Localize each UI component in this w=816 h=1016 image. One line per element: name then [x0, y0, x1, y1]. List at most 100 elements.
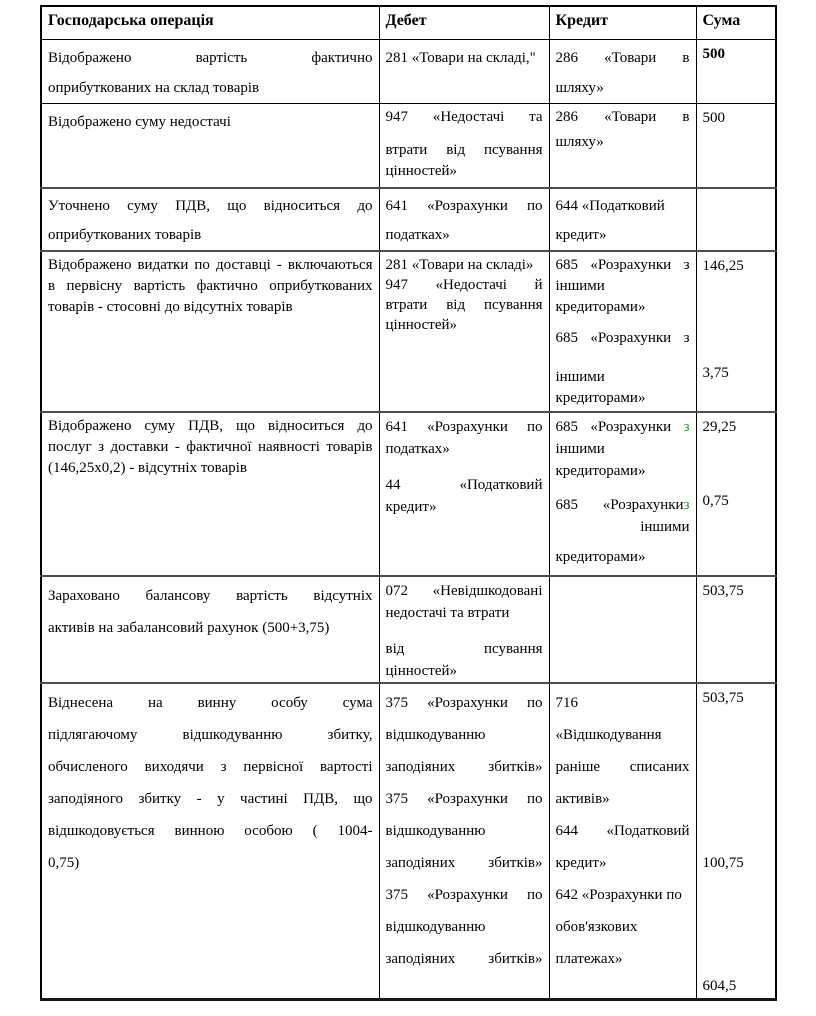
text-segment: 641 «Розрахунки по: [385, 419, 543, 435]
text-line: 100,75: [703, 852, 770, 874]
text-line: Відображено суму ПДВ, що відноситься до: [48, 416, 373, 437]
column-header-3: Сума: [695, 5, 777, 40]
text-line: в первісну вартість фактично оприбуткова…: [48, 276, 373, 297]
text-segment: 500: [702, 109, 726, 126]
table-row: Відображено видатки по доставці - включа…: [40, 250, 777, 413]
cell-credit: 716 «Відшкодування раніше списаних активів»…: [548, 682, 697, 1000]
text-line: обов'язкових: [556, 911, 690, 943]
cell-credit: 685 «Розрахунки з іншими кредиторами» 685 «…: [548, 411, 697, 577]
text-segment: відшкодуванню: [385, 919, 486, 935]
text-segment: 286 «Товари в: [555, 108, 690, 125]
cell-operation: Зараховано балансову вартість відсутніх а…: [40, 575, 380, 684]
text-segment: 685 «Розрахунки: [555, 419, 684, 435]
text-segment: 644 «Податковий: [555, 198, 665, 214]
text-segment: цінностей»: [385, 317, 458, 333]
text-line: податках»: [386, 221, 543, 250]
text-segment: від псування: [385, 641, 543, 657]
text-line: Зараховано балансову вартість відсутніх: [48, 580, 373, 612]
green-highlight-text: з: [683, 497, 690, 513]
text-line: 286 «Товари в: [556, 43, 690, 73]
text-line: 685 «Розрахунки з: [556, 328, 690, 349]
column-header-2: Кредит: [548, 5, 697, 40]
text-line: (146,25х0,2) - відсутніх товарів: [48, 458, 373, 479]
text-line: відшкодовується винною особою ( 1004-: [48, 815, 373, 847]
text-line: шляху»: [556, 132, 690, 153]
cell-debit: 375 «Розрахунки по відшкодуванню заподіяни…: [378, 682, 550, 1000]
cell-credit: 286 «Товари в шляху»: [548, 102, 697, 189]
text-segment: іншими: [640, 519, 690, 535]
cell-operation: Відображено видатки по доставці - включа…: [40, 250, 380, 413]
text-line: Відображено вартість фактично: [48, 43, 373, 73]
text-line: кредиторами»: [556, 460, 690, 482]
header-row: Господарська операція Дебет Кредит Сума: [40, 5, 777, 40]
text-segment: кредит»: [385, 499, 437, 515]
text-segment: 286 «Товари в: [555, 49, 690, 66]
text-line: іншими: [556, 516, 690, 538]
text-line: 146,25: [703, 255, 770, 277]
green-highlight-text: з: [683, 419, 690, 435]
text-segment: 947 «Недостачі та: [385, 108, 543, 125]
text-segment: раніше списаних: [555, 759, 690, 775]
text-line: 072 «Невідшкодовані: [386, 580, 543, 602]
cell-sum: [695, 187, 777, 252]
text-segment: 281 «Товари на складі»: [385, 257, 534, 273]
text-segment: Відображено суму ПДВ, що відноситься до: [48, 418, 373, 434]
text-line: послуг з доставки - фактичної наявності …: [48, 437, 373, 458]
text-segment: 0,75): [48, 855, 80, 871]
cell-sum: 503,75: [695, 575, 777, 684]
text-line: 29,25: [703, 416, 770, 438]
text-segment: 500: [702, 45, 726, 62]
text-line: 503,75: [703, 580, 770, 602]
text-segment: Зараховано балансову вартість відсутніх: [48, 588, 373, 604]
text-line: «Відшкодування: [556, 719, 690, 751]
text-segment: 375 «Розрахунки по: [385, 791, 543, 807]
cell-operation: Уточнено суму ПДВ, що відноситься до опри…: [40, 187, 380, 252]
table-row: Відображено суму недостачі 947 «Недостачі…: [40, 102, 777, 189]
text-line: 286 «Товари в: [556, 107, 690, 128]
text-line: 44 «Податковий: [386, 474, 543, 496]
text-line: 716: [556, 687, 690, 719]
text-segment: 375 «Розрахунки по: [385, 695, 543, 711]
cell-operation: Відображено суму ПДВ, що відноситься до п…: [40, 411, 380, 577]
text-segment: підлягаючому відшкодуванню збитку,: [48, 727, 373, 743]
column-header-0: Господарська операція: [40, 5, 380, 40]
text-line: 685 «Розрахунки з: [556, 255, 690, 276]
text-line: втрати від псування: [386, 140, 543, 161]
text-line: 685 «Розрахункиз: [556, 494, 690, 516]
text-segment: (146,25х0,2) - відсутніх товарів: [48, 460, 247, 476]
text-segment: платежах»: [555, 951, 623, 967]
text-segment: іншими: [555, 278, 605, 294]
text-segment: 29,25: [702, 419, 737, 435]
cell-operation: Відображено вартість фактично оприбуткова…: [40, 38, 380, 104]
text-segment: 375 «Розрахунки по: [385, 887, 543, 903]
text-segment: 503,75: [702, 690, 744, 706]
cell-debit: 281 «Товари на складі,": [378, 38, 550, 104]
text-segment: 0,75: [702, 493, 729, 509]
text-line: 947 «Недостачі та: [386, 107, 543, 128]
text-line: цінностей»: [386, 161, 543, 182]
text-segment: шляху»: [555, 79, 604, 96]
cell-credit: 644 «Податковий кредит»: [548, 187, 697, 252]
text-line: кредиторами»: [556, 297, 690, 318]
text-segment: 281 «Товари на складі,": [385, 49, 536, 66]
text-segment: 644 «Податковий: [555, 823, 690, 839]
text-line: податках»: [386, 438, 543, 460]
table-header: Господарська операція Дебет Кредит Сума: [40, 5, 777, 40]
cell-sum: 29,25 0,75: [695, 411, 777, 577]
text-line: 685 «Розрахунки з: [556, 416, 690, 438]
accounting-entries-table: Господарська операція Дебет Кредит Сума Від…: [40, 5, 777, 1001]
text-line: іншими: [556, 367, 690, 388]
text-segment: 641 «Розрахунки по: [385, 198, 543, 214]
table-row: Зараховано балансову вартість відсутніх а…: [40, 575, 777, 684]
text-segment: в первісну вартість фактично оприбуткова…: [48, 278, 373, 294]
text-segment: 146,25: [702, 258, 744, 274]
text-line: заподіяних збитків»: [386, 943, 543, 975]
text-line: товарів - стосовні до відсутніх товарів: [48, 297, 373, 318]
cell-debit: 641 «Розрахунки по податках» 44 «Податкови…: [378, 411, 550, 577]
cell-operation: Віднесена на винну особу сума підлягаючом…: [40, 682, 380, 1000]
text-segment: відшкодуванню: [385, 727, 486, 743]
text-line: обчисленого виходячи з первісної вартост…: [48, 751, 373, 783]
text-segment: податках»: [385, 227, 450, 243]
text-segment: обов'язкових: [555, 919, 638, 935]
